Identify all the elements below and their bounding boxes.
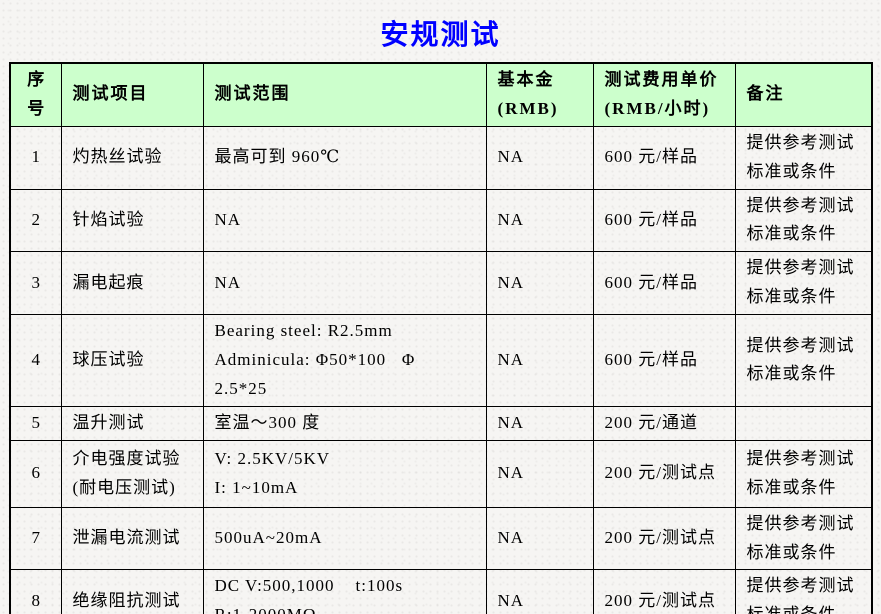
cell-no: 2: [9, 188, 62, 253]
cell-no: 5: [9, 405, 62, 441]
cell-unit-price: 200 元/测试点: [592, 439, 736, 508]
cell-test-item: 温升测试: [60, 405, 204, 441]
table-header-row: 序 号 测试项目 测试范围 基本金 (RMB) 测试费用单价 (RMB/小时) …: [9, 62, 873, 127]
table-row: 3 漏电起痕 NA NA 600 元/样品 提供参考测试 标准或条件: [9, 251, 873, 316]
cell-base-fee: NA: [485, 569, 594, 614]
cell-test-range: 500uA~20mA: [202, 506, 487, 571]
cell-no: 3: [9, 251, 62, 316]
cell-test-item: 泄漏电流测试: [60, 506, 204, 571]
cell-base-fee: NA: [485, 506, 594, 571]
cell-remark: 提供参考测试 标准或条件: [734, 569, 873, 614]
cell-no: 8: [9, 569, 62, 614]
cell-test-range: NA: [202, 188, 487, 253]
table-row: 7 泄漏电流测试 500uA~20mA NA 200 元/测试点 提供参考测试 …: [9, 506, 873, 571]
cell-test-range: V: 2.5KV/5KV I: 1~10mA: [202, 439, 487, 508]
cell-test-range: 室温～300 度: [202, 405, 487, 441]
cell-unit-price: 600 元/样品: [592, 125, 736, 190]
cell-no: 1: [9, 125, 62, 190]
table-row: 2 针焰试验 NA NA 600 元/样品 提供参考测试 标准或条件: [9, 188, 873, 253]
cell-unit-price: 200 元/测试点: [592, 506, 736, 571]
cell-test-item: 球压试验: [60, 314, 204, 407]
cell-unit-price: 200 元/测试点: [592, 569, 736, 614]
cell-base-fee: NA: [485, 405, 594, 441]
cell-test-range: DC V:500,1000 t:100s R:1-2000MΩ: [202, 569, 487, 614]
cell-no: 7: [9, 506, 62, 571]
cell-test-item: 绝缘阻抗测试: [60, 569, 204, 614]
header-base-fee: 基本金 (RMB): [485, 62, 594, 127]
cell-remark: 提供参考测试 标准或条件: [734, 251, 873, 316]
table-row: 5 温升测试 室温～300 度 NA 200 元/通道: [9, 405, 873, 441]
cell-remark: 提供参考测试 标准或条件: [734, 314, 873, 407]
cell-test-item: 漏电起痕: [60, 251, 204, 316]
header-no: 序 号: [9, 62, 62, 127]
cell-remark: 提供参考测试 标准或条件: [734, 125, 873, 190]
cell-no: 4: [9, 314, 62, 407]
cell-remark: 提供参考测试 标准或条件: [734, 506, 873, 571]
cell-remark: [734, 405, 873, 441]
cell-base-fee: NA: [485, 251, 594, 316]
cell-unit-price: 200 元/通道: [592, 405, 736, 441]
header-remark: 备注: [734, 62, 873, 127]
safety-test-price-table: 序 号 测试项目 测试范围 基本金 (RMB) 测试费用单价 (RMB/小时) …: [9, 62, 873, 614]
header-test-range: 测试范围: [202, 62, 487, 127]
header-test-item: 测试项目: [60, 62, 204, 127]
cell-no: 6: [9, 439, 62, 508]
cell-base-fee: NA: [485, 188, 594, 253]
table-row: 6 介电强度试验 (耐电压测试) V: 2.5KV/5KV I: 1~10mA …: [9, 439, 873, 508]
cell-test-range: Bearing steel: R2.5mm Adminicula: Φ50*10…: [202, 314, 487, 407]
cell-base-fee: NA: [485, 439, 594, 508]
cell-test-item: 针焰试验: [60, 188, 204, 253]
header-unit-price: 测试费用单价 (RMB/小时): [592, 62, 736, 127]
cell-unit-price: 600 元/样品: [592, 314, 736, 407]
cell-test-item: 灼热丝试验: [60, 125, 204, 190]
cell-unit-price: 600 元/样品: [592, 188, 736, 253]
page-title: 安规测试: [380, 20, 501, 51]
cell-test-range: 最高可到 960℃: [202, 125, 487, 190]
cell-test-item: 介电强度试验 (耐电压测试): [60, 439, 204, 508]
table-row: 4 球压试验 Bearing steel: R2.5mm Adminicula:…: [9, 314, 873, 407]
cell-remark: 提供参考测试 标准或条件: [734, 188, 873, 253]
table-row: 8 绝缘阻抗测试 DC V:500,1000 t:100s R:1-2000MΩ…: [9, 569, 873, 614]
cell-base-fee: NA: [485, 314, 594, 407]
table-row: 1 灼热丝试验 最高可到 960℃ NA 600 元/样品 提供参考测试 标准或…: [9, 125, 873, 190]
cell-base-fee: NA: [485, 125, 594, 190]
cell-test-range: NA: [202, 251, 487, 316]
cell-unit-price: 600 元/样品: [592, 251, 736, 316]
cell-remark: 提供参考测试 标准或条件: [734, 439, 873, 508]
